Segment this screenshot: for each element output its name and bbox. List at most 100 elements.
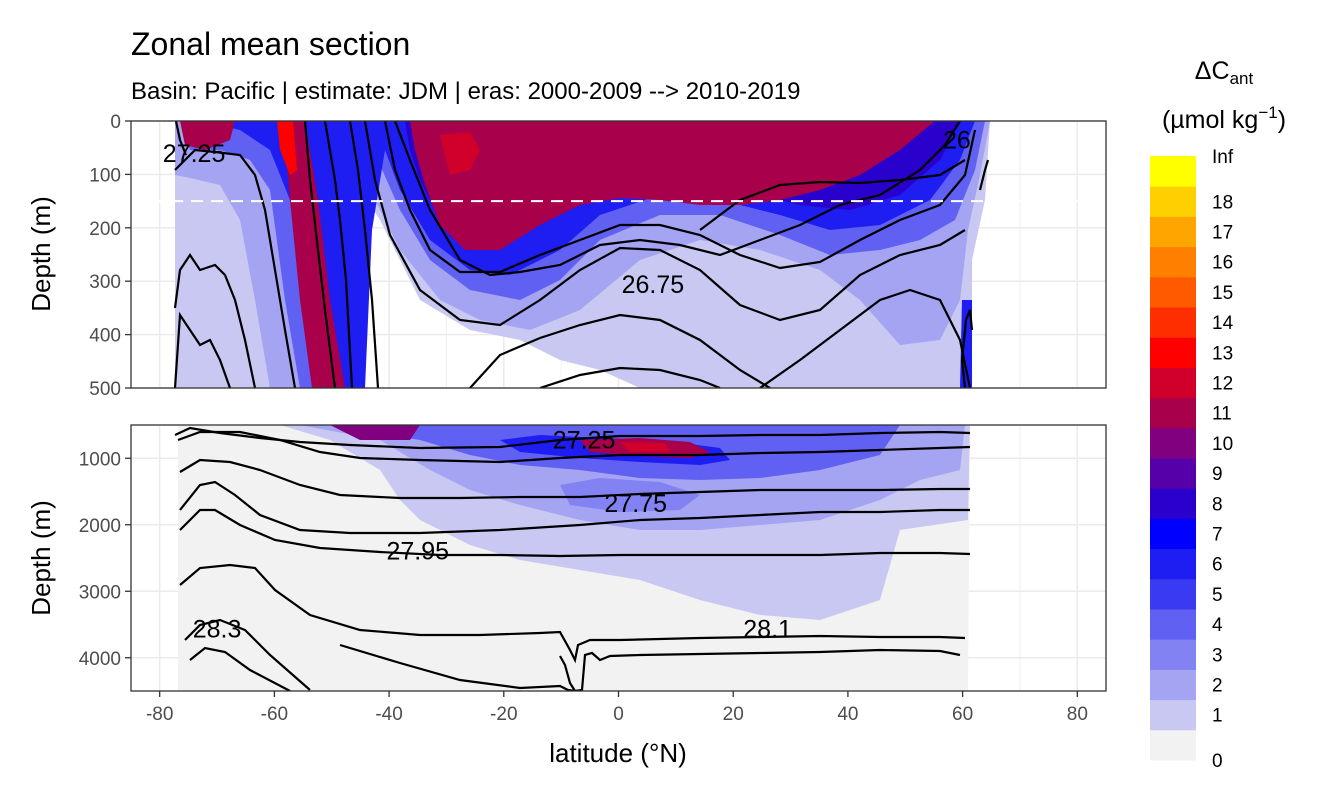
lower-contour-1 bbox=[174, 426, 971, 450]
x-tick-label: 40 bbox=[837, 704, 858, 725]
lower-contour-6 bbox=[179, 563, 966, 664]
legend-key bbox=[1150, 156, 1196, 187]
legend-key bbox=[1150, 276, 1196, 308]
legend-label: 12 bbox=[1212, 374, 1233, 395]
upper-field-level-10 bbox=[180, 121, 235, 150]
legend-label: 15 bbox=[1212, 283, 1233, 304]
legend-label: 10 bbox=[1212, 434, 1233, 455]
x-tick-label: -60 bbox=[261, 704, 288, 725]
lower-contour-7 bbox=[184, 618, 311, 691]
x-tick-label: 20 bbox=[723, 704, 744, 725]
y-tick-label: 0 bbox=[110, 112, 121, 133]
chart-title: Zonal mean section bbox=[131, 26, 410, 62]
contour-label: 27.25 bbox=[163, 140, 226, 168]
contour-label: 26 bbox=[943, 127, 971, 155]
x-tick-label: 80 bbox=[1067, 704, 1088, 725]
upper-contour-6 bbox=[348, 121, 380, 388]
legend-label: 18 bbox=[1212, 192, 1233, 213]
upper-contour-12 bbox=[759, 288, 972, 388]
legend-key bbox=[1150, 699, 1196, 731]
legend-label: 8 bbox=[1212, 494, 1223, 515]
upper-contour-10 bbox=[469, 313, 771, 388]
lower-contour-9 bbox=[339, 643, 576, 691]
upper-contours bbox=[173, 121, 990, 388]
contour-label: 27.75 bbox=[604, 490, 667, 518]
upper-field-level-8 bbox=[440, 132, 480, 175]
lower-contour-labels: 27.25 27.75 27.95 28.3 28.1 bbox=[193, 427, 792, 644]
contour-label: 27.95 bbox=[386, 538, 449, 566]
y-tick-label: 100 bbox=[89, 165, 121, 186]
legend-key bbox=[1150, 367, 1196, 399]
upper-field-level-9 bbox=[277, 121, 297, 175]
legend-key bbox=[1150, 488, 1196, 519]
legend-key bbox=[1150, 729, 1196, 761]
legend-label: 13 bbox=[1212, 343, 1233, 364]
lower-field-level-8 bbox=[620, 442, 670, 452]
upper-contour-2 bbox=[173, 311, 232, 388]
x-tick-label: 60 bbox=[952, 704, 973, 725]
upper-y-axis-title: Depth (m) bbox=[26, 196, 56, 312]
legend-key bbox=[1150, 518, 1196, 550]
legend-unit: (µmol kg−1) bbox=[1162, 103, 1286, 134]
legend-title: ΔCant bbox=[1195, 57, 1254, 88]
legend-label: 11 bbox=[1212, 404, 1232, 425]
y-tick-label: 300 bbox=[89, 272, 121, 293]
upper-contour-11 bbox=[539, 366, 721, 388]
contour-label: 28.3 bbox=[193, 615, 242, 643]
legend-label: 7 bbox=[1212, 525, 1223, 546]
upper-panel-border bbox=[130, 120, 1107, 389]
legend-label: 0 bbox=[1212, 751, 1223, 772]
legend-label: 16 bbox=[1212, 253, 1233, 274]
upper-contour-3 bbox=[174, 148, 297, 388]
x-tick-label: -20 bbox=[490, 704, 517, 725]
legend-label: 5 bbox=[1212, 585, 1223, 606]
lower-field-level-9 bbox=[330, 425, 420, 440]
upper-contour-labels: 27.25 26.75 26 bbox=[163, 127, 971, 299]
x-tick-label: -80 bbox=[146, 704, 173, 725]
legend-key bbox=[1150, 669, 1196, 701]
lower-contour-2 bbox=[177, 430, 971, 464]
legend-key bbox=[1150, 458, 1196, 489]
legend-label: 9 bbox=[1212, 464, 1223, 485]
upper-contour-13 bbox=[699, 159, 966, 231]
lower-panel: 27.25 27.75 27.95 28.3 28.1 1000 2000 3000 4000… bbox=[79, 424, 1107, 725]
upper-contour-4 bbox=[303, 121, 337, 388]
legend-key bbox=[1150, 397, 1196, 429]
lower-contour-5 bbox=[179, 508, 971, 558]
legend-label: 17 bbox=[1212, 223, 1233, 244]
upper-contour-14 bbox=[960, 309, 974, 388]
legend-label: 6 bbox=[1212, 555, 1223, 576]
legend-label: 3 bbox=[1212, 645, 1223, 666]
legend-key bbox=[1150, 337, 1196, 368]
legend-key bbox=[1150, 307, 1196, 338]
legend-key bbox=[1150, 548, 1196, 580]
upper-y-axis: 0 100 200 300 400 500 bbox=[89, 112, 131, 400]
lower-contour-10 bbox=[559, 648, 961, 691]
legend-key bbox=[1150, 246, 1196, 278]
upper-contour-5 bbox=[323, 121, 354, 388]
lower-contour-3 bbox=[179, 458, 970, 500]
upper-contour-7 bbox=[383, 121, 977, 274]
upper-contour-1 bbox=[173, 253, 257, 388]
legend-label: 14 bbox=[1212, 313, 1234, 334]
upper-field-level-7 bbox=[283, 121, 345, 388]
y-tick-label: 400 bbox=[89, 326, 121, 347]
y-tick-label: 4000 bbox=[79, 649, 121, 670]
legend-label: 4 bbox=[1212, 615, 1223, 636]
upper-contour-9 bbox=[393, 121, 961, 277]
x-tick-label: -40 bbox=[375, 704, 402, 725]
color-legend: ΔCant (µmol kg−1) 0123456789101112131415… bbox=[1150, 57, 1286, 772]
y-tick-label: 500 bbox=[89, 379, 121, 400]
legend-key bbox=[1150, 609, 1196, 640]
legend-key bbox=[1150, 186, 1196, 217]
lower-contours bbox=[174, 426, 971, 691]
legend-key bbox=[1150, 578, 1196, 610]
legend-color-keys bbox=[1150, 156, 1196, 761]
chart-subtitle: Basin: Pacific | estimate: JDM | eras: 2… bbox=[131, 78, 800, 105]
upper-field-level-6 bbox=[410, 121, 935, 250]
x-axis-title: latitude (°N) bbox=[549, 738, 687, 768]
legend-key bbox=[1150, 427, 1196, 459]
y-tick-label: 3000 bbox=[79, 582, 121, 603]
